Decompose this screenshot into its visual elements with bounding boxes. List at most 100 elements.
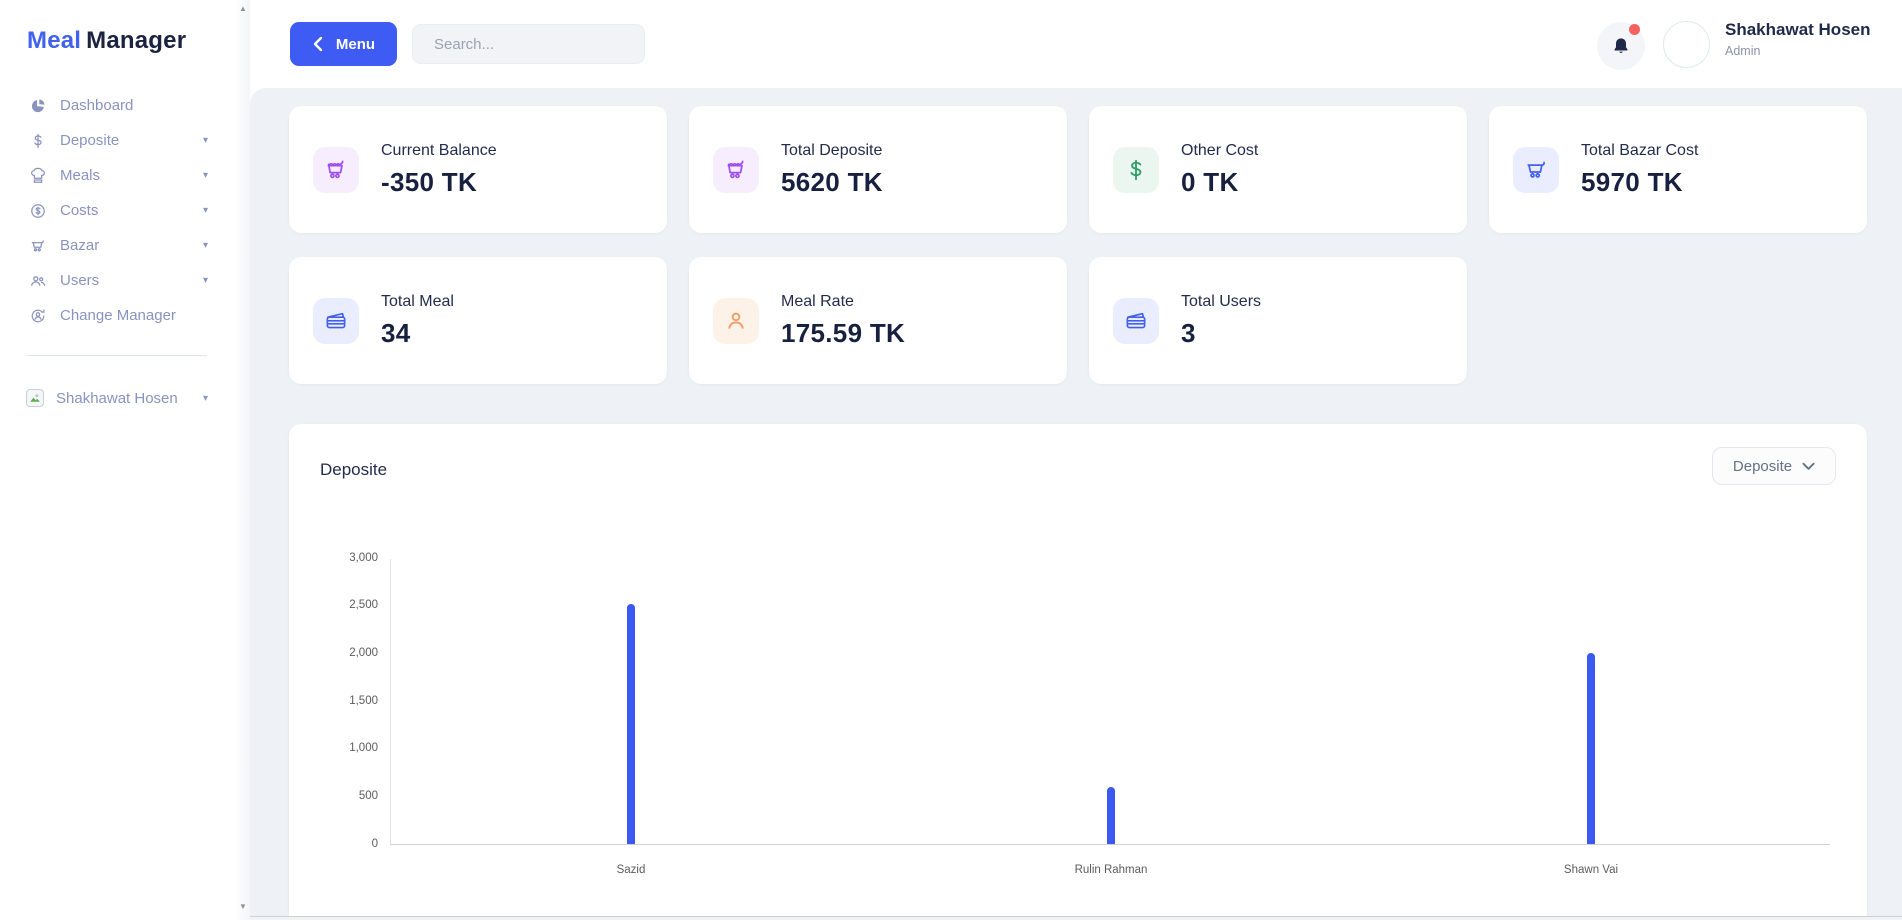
- chevron-left-icon: [313, 36, 323, 52]
- y-axis-tick-label: 2,500: [349, 598, 378, 611]
- user-role: Admin: [1725, 44, 1761, 58]
- stat-value: 34: [381, 317, 411, 348]
- cart-icon: [313, 146, 359, 193]
- sidebar-item-bazar[interactable]: Bazar ▾: [0, 228, 236, 263]
- chevron-down-icon: ▾: [202, 392, 208, 404]
- chart-title: Deposite: [320, 460, 388, 479]
- cart-icon: [1513, 146, 1559, 193]
- app-logo: Meal Manager: [27, 27, 186, 55]
- y-axis-tick-label: 0: [371, 837, 378, 850]
- cards-icon: [1113, 297, 1159, 344]
- logo-primary: Meal: [27, 27, 82, 54]
- stat-card-meal-rate: Meal Rate 175.59 TK: [689, 257, 1067, 384]
- stat-label: Other Cost: [1181, 141, 1259, 159]
- horizontal-scrollbar[interactable]: [0, 916, 1902, 920]
- content-panel: Current Balance -350 TK Total Deposite 5…: [250, 88, 1902, 920]
- search-box: [412, 24, 645, 64]
- dollar-icon: [1113, 146, 1159, 193]
- sidebar-item-meals[interactable]: Meals ▾: [0, 158, 236, 193]
- stat-label: Total Users: [1181, 292, 1262, 310]
- menu-button[interactable]: Menu: [290, 22, 397, 66]
- sidebar-item-deposite[interactable]: Deposite ▾: [0, 123, 236, 158]
- sidebar-item-change-manager[interactable]: Change Manager: [0, 298, 236, 333]
- cart-icon: [28, 237, 48, 255]
- chevron-down-icon: ▾: [202, 205, 208, 216]
- stat-value: 0 TK: [1181, 166, 1239, 197]
- sidebar: Meal Manager Dashboard Deposite ▾ Meals ▾: [0, 0, 250, 920]
- stat-card-total-meal: Total Meal 34: [289, 257, 667, 384]
- chart-filter-selected: Deposite: [1732, 457, 1793, 475]
- chart-bar-rulin-rahman[interactable]: [1107, 786, 1115, 844]
- chart-filter-dropdown[interactable]: Deposite: [1712, 447, 1836, 485]
- dollar-icon: [28, 132, 48, 150]
- chart-bar-sazid[interactable]: [627, 603, 635, 844]
- stat-card-total-users: Total Users 3: [1089, 257, 1467, 384]
- sidebar-item-label: Users: [60, 272, 100, 289]
- topbar: Menu Shakhawat Hosen Admin: [250, 0, 1902, 88]
- coin-dollar-icon: [28, 202, 48, 220]
- stat-value: 5970 TK: [1581, 166, 1683, 197]
- notification-dot: [1629, 24, 1640, 35]
- person-icon: [713, 297, 759, 344]
- chevron-down-icon: ▾: [202, 275, 208, 286]
- deposite-chart-card: Deposite Deposite 0 500 1,000 1,500 2,000 2,5…: [289, 424, 1867, 920]
- sidebar-profile-name: Shakhawat Hosen: [56, 389, 178, 407]
- stat-card-total-bazar-cost: Total Bazar Cost 5970 TK: [1489, 106, 1867, 233]
- swap-user-icon: [28, 307, 48, 325]
- notification-button[interactable]: [1597, 22, 1645, 70]
- bell-icon: [1614, 38, 1628, 54]
- chevron-down-icon: ▾: [202, 135, 208, 146]
- sidebar-item-users[interactable]: Users ▾: [0, 263, 236, 298]
- scrollbar-down-arrow[interactable]: ▼: [239, 902, 247, 911]
- stat-label: Total Deposite: [781, 141, 883, 159]
- users-icon: [28, 272, 48, 290]
- sidebar-profile-item[interactable]: Shakhawat Hosen ▾: [0, 382, 236, 414]
- stats-grid: Current Balance -350 TK Total Deposite 5…: [289, 106, 1867, 384]
- x-axis-category-label: Sazid: [616, 864, 646, 876]
- chevron-down-icon: [1802, 462, 1815, 470]
- bar-chart-plot: 0 500 1,000 1,500 2,000 2,500 3,000 Sazid Rulin …: [349, 552, 1830, 876]
- sidebar-item-label: Deposite: [60, 132, 120, 149]
- sidebar-item-label: Dashboard: [60, 97, 134, 114]
- sidebar-item-label: Meals: [60, 167, 101, 184]
- y-axis-tick-label: 1,000: [349, 741, 378, 754]
- stat-value: 175.59 TK: [781, 317, 906, 348]
- x-axis-category-label: Shawn Vai: [1563, 864, 1619, 876]
- cart-icon: [713, 146, 759, 193]
- chart-bar-shawn-vai[interactable]: [1587, 653, 1595, 844]
- sidebar-nav: Dashboard Deposite ▾ Meals ▾ Costs ▾: [0, 88, 236, 333]
- stat-card-current-balance: Current Balance -350 TK: [289, 106, 667, 233]
- main-area: Menu Shakhawat Hosen Admin Current Balan…: [250, 0, 1902, 920]
- stat-card-total-deposite: Total Deposite 5620 TK: [689, 106, 1067, 233]
- sidebar-item-label: Change Manager: [60, 307, 176, 324]
- search-input[interactable]: [434, 35, 633, 53]
- logo-secondary: Manager: [86, 27, 187, 54]
- avatar[interactable]: [1663, 21, 1710, 68]
- stat-label: Total Bazar Cost: [1581, 141, 1699, 159]
- y-axis-tick-label: 2,000: [349, 646, 378, 659]
- stat-value: 5620 TK: [781, 166, 883, 197]
- sidebar-divider: [27, 355, 207, 356]
- sidebar-item-label: Bazar: [60, 237, 100, 254]
- scrollbar-up-arrow[interactable]: ▲: [239, 4, 247, 13]
- user-menu[interactable]: Shakhawat Hosen Admin: [1725, 20, 1871, 58]
- sidebar-item-dashboard[interactable]: Dashboard: [0, 88, 236, 123]
- cards-icon: [313, 297, 359, 344]
- chevron-down-icon: ▾: [202, 240, 208, 251]
- y-axis-tick-label: 500: [358, 789, 378, 802]
- stat-label: Meal Rate: [781, 292, 854, 310]
- sidebar-item-label: Costs: [60, 202, 99, 219]
- stat-label: Current Balance: [381, 141, 497, 159]
- stat-value: 3: [1181, 317, 1196, 348]
- stat-label: Total Meal: [381, 292, 454, 310]
- stat-value: -350 TK: [381, 166, 478, 197]
- menu-button-label: Menu: [335, 35, 376, 53]
- chef-hat-icon: [28, 167, 48, 185]
- sidebar-scrollbar[interactable]: ▲ ▼: [236, 0, 250, 920]
- sidebar-item-costs[interactable]: Costs ▾: [0, 193, 236, 228]
- y-axis-tick-label: 1,500: [349, 694, 378, 707]
- x-axis-category-label: Rulin Rahman: [1074, 864, 1148, 876]
- chevron-down-icon: ▾: [202, 170, 208, 181]
- image-placeholder-icon: [26, 389, 44, 407]
- stat-card-other-cost: Other Cost 0 TK: [1089, 106, 1467, 233]
